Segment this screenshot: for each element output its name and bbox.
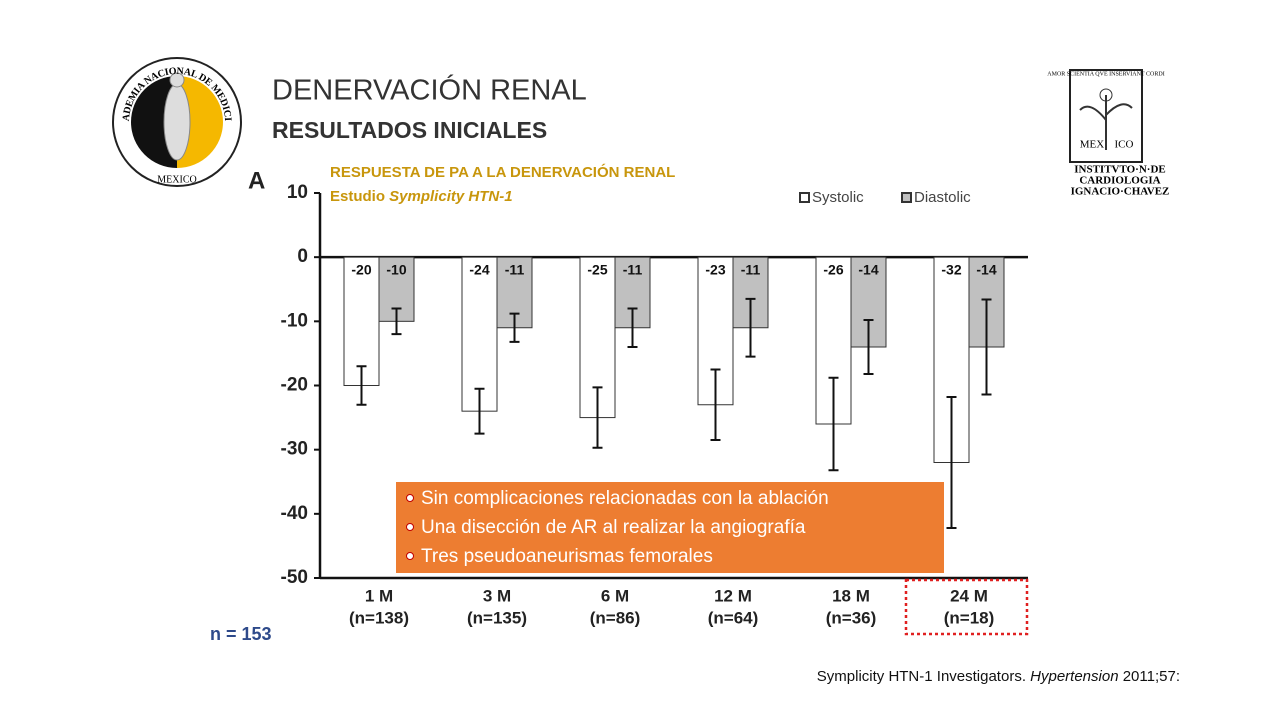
x-tick-label: 6 M — [601, 586, 629, 605]
x-tick-label: 3 M — [483, 586, 511, 605]
academy-logo: ACADEMIA NACIONAL DE MEDICINA MEXICO — [0, 0, 242, 187]
logo-word: MEX — [1080, 139, 1105, 151]
legend-swatch — [901, 192, 912, 203]
legend-label: Systolic — [812, 189, 864, 206]
value-label: -10 — [386, 262, 406, 278]
panel-label: A — [248, 167, 265, 194]
sample-size: n = 153 — [210, 624, 272, 644]
chart-title: RESPUESTA DE PA A LA DENERVACIÓN RENAL — [330, 163, 675, 181]
bullet — [406, 523, 414, 531]
chart: 10 0 -10 -20 -30 -40 -50 1 M (n=138) -20 -10 3 M (n=… — [281, 182, 1028, 627]
notes-box — [396, 482, 944, 573]
citation: Symplicity HTN-1 Investigators. Hyperten… — [817, 668, 1180, 685]
y-tick-label: -50 — [281, 567, 308, 588]
logo-name: INSTITVTO·N·DE — [1074, 164, 1166, 176]
slide-subtitle: RESULTADOS INICIALES — [272, 117, 547, 143]
value-label: -11 — [505, 262, 525, 278]
slide-title: DENERVACIÓN RENAL — [272, 74, 587, 107]
value-label: -25 — [587, 262, 607, 278]
logo-name: CARDIOLOGIA — [1079, 175, 1160, 187]
value-label: -20 — [351, 262, 371, 278]
x-tick-note: (n=36) — [826, 608, 877, 627]
note-text: Sin complicaciones relacionadas con la a… — [421, 488, 829, 509]
logo-motto: AMOR SCIENTIA QVE INSERVIANT CORDI — [1047, 71, 1164, 77]
legend-swatch — [799, 192, 810, 203]
y-tick-label: 0 — [297, 246, 308, 267]
y-tick-label: -30 — [281, 439, 308, 460]
error-bar — [627, 307, 638, 348]
y-tick-label: -20 — [281, 375, 308, 396]
x-tick-note: (n=138) — [349, 608, 409, 627]
error-bar — [592, 386, 603, 449]
logo-name: IGNACIO·CHAVEZ — [1071, 186, 1170, 198]
logo-word: ICO — [1115, 139, 1134, 151]
x-tick-note: (n=64) — [708, 608, 759, 627]
value-label: -26 — [823, 262, 843, 278]
institute-logo: AMOR SCIENTIA QVE INSERVIANT CORDI MEX I… — [1047, 69, 1170, 198]
error-bar — [981, 298, 992, 396]
x-tick-label: 12 M — [714, 586, 752, 605]
x-tick-note: (n=18) — [944, 608, 995, 627]
y-tick-label: 10 — [287, 182, 308, 203]
value-label: -32 — [941, 262, 961, 278]
error-bar — [828, 376, 839, 472]
value-label: -14 — [858, 262, 878, 278]
value-label: -24 — [469, 262, 489, 278]
note-text: Una disección de AR al realizar la angio… — [421, 517, 806, 538]
x-tick-label: 1 M — [365, 586, 393, 605]
bullet — [406, 552, 414, 560]
value-label: -11 — [741, 262, 761, 278]
value-label: -11 — [623, 262, 643, 278]
error-bar — [946, 396, 957, 529]
value-label: -23 — [705, 262, 725, 278]
bullet — [406, 494, 414, 502]
error-bar — [474, 387, 485, 435]
y-tick-label: -40 — [281, 503, 308, 524]
highlight-box — [904, 578, 1029, 636]
error-bar — [745, 297, 756, 358]
error-bar — [356, 365, 367, 406]
error-bar — [509, 312, 520, 343]
logo-bottom-text: MEXICO — [157, 174, 196, 185]
value-label: -14 — [976, 262, 996, 278]
x-tick-note: (n=135) — [467, 608, 527, 627]
y-tick-label: -10 — [281, 310, 308, 331]
x-tick-label: 24 M — [950, 586, 988, 605]
note-text: Tres pseudoaneurismas femorales — [421, 546, 713, 567]
error-bar — [863, 319, 874, 375]
x-tick-label: 18 M — [832, 586, 870, 605]
bar — [461, 256, 498, 412]
error-bar — [391, 307, 402, 336]
legend-label: Diastolic — [914, 189, 971, 206]
x-tick-note: (n=86) — [590, 608, 641, 627]
chart-subtitle: Estudio Symplicity HTN-1 — [330, 188, 513, 205]
error-bar — [710, 368, 721, 442]
